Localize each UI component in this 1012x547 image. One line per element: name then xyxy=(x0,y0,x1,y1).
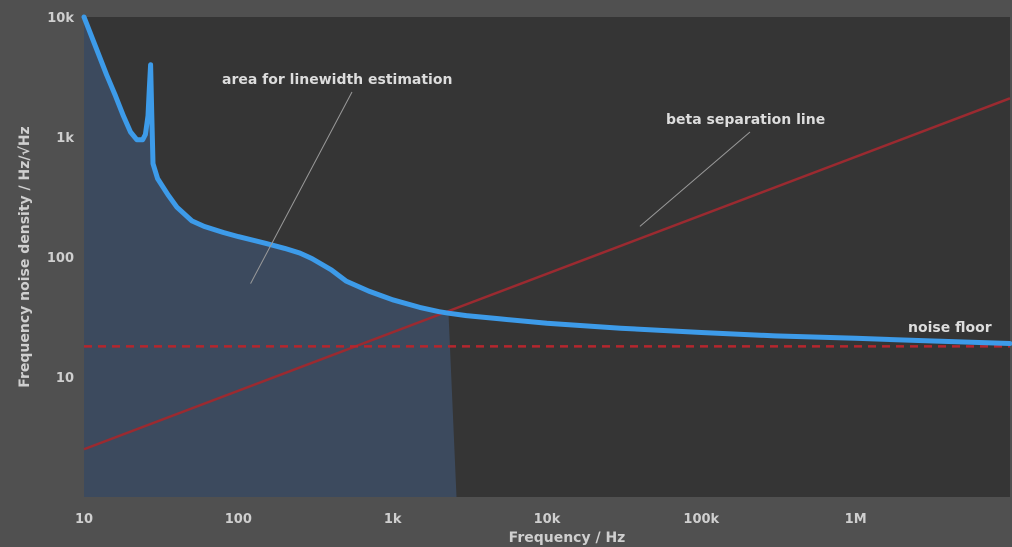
linewidth-estimation-area xyxy=(84,17,457,497)
y-axis-label: Frequency noise density / Hz/√Hz xyxy=(17,126,33,387)
x-tick-label: 100k xyxy=(683,512,719,527)
x-axis-label: Frequency / Hz xyxy=(509,530,626,546)
x-tick-label: 1M xyxy=(845,512,867,527)
y-tick-label: 10 xyxy=(56,371,74,386)
x-axis-ticks: 10 100 1k 10k 100k 1M xyxy=(75,512,867,527)
beta-annotation-pointer xyxy=(639,131,751,227)
x-tick-label: 10 xyxy=(75,512,93,527)
y-tick-label: 10k xyxy=(47,11,74,26)
noise-density-curve xyxy=(81,14,1012,346)
x-tick-label: 1k xyxy=(384,512,402,527)
x-tick-label: 10k xyxy=(534,512,561,527)
area-annotation-pointer xyxy=(250,91,353,284)
y-axis-ticks: 10 100 1k 10k xyxy=(47,11,74,386)
annotation-noise-floor: noise floor xyxy=(908,320,992,336)
y-tick-label: 1k xyxy=(56,131,74,146)
annotation-beta: beta separation line xyxy=(666,112,825,128)
beta-separation-line xyxy=(83,97,1011,451)
annotation-area: area for linewidth estimation xyxy=(222,72,452,88)
y-tick-label: 100 xyxy=(47,251,74,266)
x-tick-label: 100 xyxy=(225,512,252,527)
